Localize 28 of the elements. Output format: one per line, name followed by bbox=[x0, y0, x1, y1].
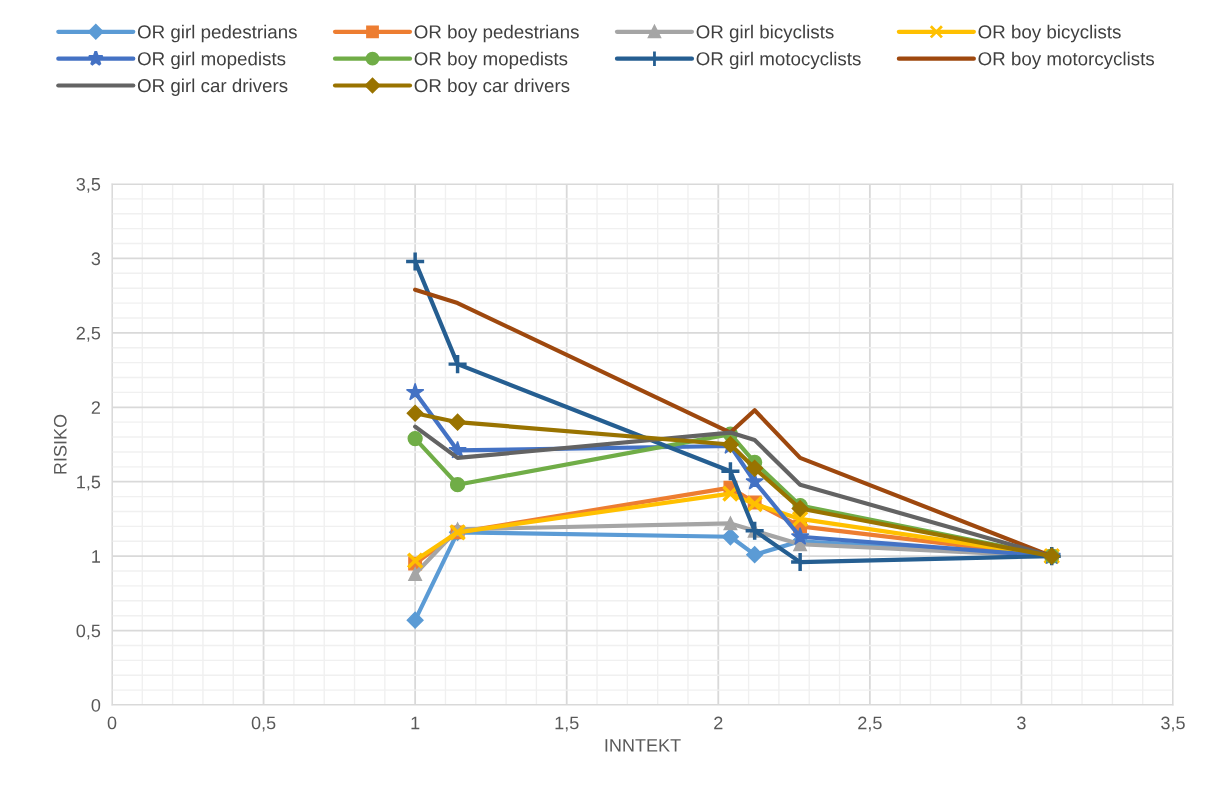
legend-label: OR girl mopedists bbox=[137, 51, 286, 70]
x-tick-label: 1,5 bbox=[555, 716, 579, 732]
y-tick-label: 0 bbox=[91, 698, 101, 712]
y-tick-label: 2,5 bbox=[76, 326, 101, 342]
legend-label: OR girl car drivers bbox=[137, 78, 288, 96]
y-tick-label: 1 bbox=[92, 550, 101, 563]
legend-label: OR boy bicyclists bbox=[978, 24, 1121, 43]
y-tick-label: 2 bbox=[91, 401, 100, 414]
x-tick-label: 2,5 bbox=[858, 716, 882, 732]
legend-label: OR boy mopedists bbox=[414, 51, 568, 70]
y-axis-title: RISIKO bbox=[53, 414, 67, 474]
legend-label: OR girl pedestrians bbox=[137, 24, 297, 43]
x-tick-label: 3 bbox=[1017, 716, 1026, 730]
legend-label: OR girl motocyclists bbox=[696, 51, 861, 70]
x-tick-label: 3,5 bbox=[1161, 716, 1185, 732]
legend-label: OR girl bicyclists bbox=[696, 24, 834, 43]
x-axis-title: INNTEKT bbox=[605, 739, 681, 752]
legend-label: OR boy car drivers bbox=[414, 78, 570, 96]
x-tick-label: 0,5 bbox=[251, 716, 276, 732]
x-tick-label: 1 bbox=[411, 716, 420, 730]
legend-label: OR boy pedestrians bbox=[414, 24, 579, 43]
y-tick-label: 1,5 bbox=[77, 475, 101, 491]
y-tick-label: 0,5 bbox=[76, 624, 101, 640]
y-tick-label: 3,5 bbox=[76, 177, 101, 193]
x-tick-label: 2 bbox=[714, 716, 723, 730]
y-tick-label: 3 bbox=[91, 252, 101, 266]
legend-label: OR boy motorcyclists bbox=[978, 51, 1155, 70]
x-tick-label: 0 bbox=[107, 716, 117, 730]
